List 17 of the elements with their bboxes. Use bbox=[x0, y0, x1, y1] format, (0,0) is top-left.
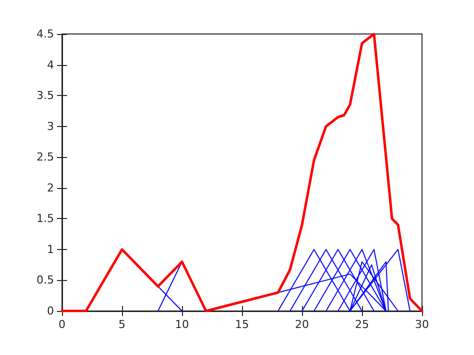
x-tick-label: 5 bbox=[118, 318, 126, 331]
x-tick-label: 20 bbox=[295, 318, 309, 331]
y-tick-label: 1 bbox=[47, 242, 54, 256]
y-tick-label: 0 bbox=[47, 304, 54, 318]
y-tick-label: 2.5 bbox=[36, 150, 54, 164]
y-tick-label: 4 bbox=[47, 58, 54, 72]
x-tick-label: 0 bbox=[58, 318, 66, 331]
x-tick-label: 30 bbox=[415, 318, 429, 331]
x-tick-label: 10 bbox=[175, 318, 189, 331]
y-tick-label: 4.5 bbox=[36, 28, 54, 40]
y-tick-label: 1.5 bbox=[36, 212, 54, 226]
y-tick-label: 3 bbox=[47, 120, 54, 133]
x-tick-label: 15 bbox=[235, 318, 249, 331]
y-tick-label: 2 bbox=[47, 181, 54, 194]
y-tick-label: 0.5 bbox=[36, 274, 54, 287]
x-tick-label: 25 bbox=[355, 318, 369, 331]
y-tick-label: 3.5 bbox=[36, 89, 54, 102]
